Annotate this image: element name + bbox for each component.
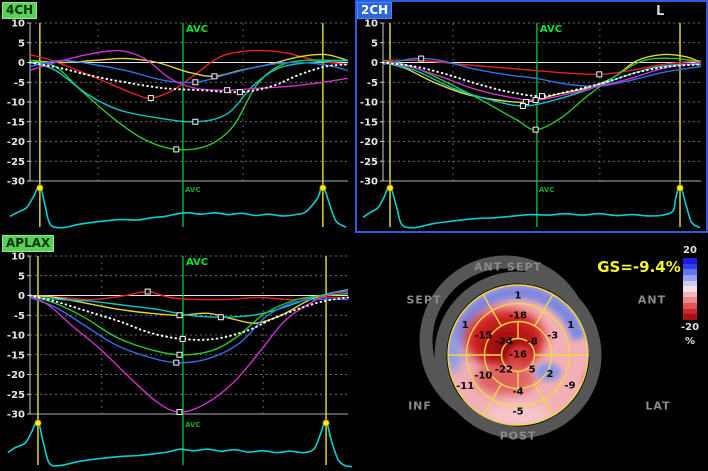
colorbar-step: [683, 258, 697, 264]
svg-text:-30: -30: [360, 177, 378, 188]
colorbar-step: [683, 280, 697, 287]
strain-chart-2ch: 10 5 0 -5 -10 -15 -20 -25 -30 AVC AVC: [355, 0, 708, 233]
colorbar-step: [683, 314, 697, 321]
image-orientation-label: L: [656, 4, 665, 19]
svg-text:-11: -11: [456, 381, 474, 392]
panel-label-4ch: 4CH: [2, 2, 38, 19]
svg-text:1: 1: [515, 291, 522, 302]
colorbar-min-label: -20: [680, 322, 700, 333]
bullseye-label-post: POST: [499, 429, 537, 443]
colorbar-step: [683, 291, 697, 298]
svg-text:-10: -10: [7, 331, 25, 342]
bullseye-label-ant: ANT: [637, 293, 667, 307]
svg-text:-4: -4: [512, 387, 523, 398]
svg-text:-15: -15: [7, 117, 25, 128]
svg-text:-5: -5: [367, 78, 378, 89]
bullseye-label-inf: INF: [408, 399, 432, 413]
svg-text:-10: -10: [360, 98, 378, 109]
svg-text:5: 5: [529, 365, 536, 376]
svg-text:2: 2: [547, 369, 554, 380]
svg-text:-3: -3: [547, 331, 558, 342]
colorbar-max-label: 20: [683, 245, 697, 256]
svg-text:10: 10: [11, 252, 25, 263]
svg-text:-25: -25: [7, 157, 25, 168]
svg-text:-22: -22: [495, 365, 513, 376]
svg-text:-10: -10: [7, 98, 25, 109]
svg-text:10: 10: [364, 19, 378, 30]
colorbar-step: [683, 286, 697, 292]
svg-text:-30: -30: [7, 177, 25, 188]
svg-text:-15: -15: [360, 117, 378, 128]
svg-text:-20: -20: [7, 370, 25, 381]
svg-text:-20: -20: [7, 137, 25, 148]
bullseye-label-ant-sept: ANT SEPT: [473, 260, 543, 274]
global-strain-value: GS=-9.4%: [597, 258, 681, 276]
svg-text:AVC: AVC: [185, 186, 201, 194]
bullseye-label-sept: SEPT: [406, 293, 442, 307]
svg-text:-15: -15: [7, 350, 25, 361]
colorbar-unit-label: %: [684, 336, 696, 347]
colorbar-step: [683, 297, 697, 304]
bullseye-plot: 1 1 1 -11 -5 -9 -18 -15 -3 -10 -4 2 -24 -8 -22 5-16: [419, 255, 602, 439]
svg-text:AVC: AVC: [540, 24, 562, 35]
svg-text:-8: -8: [527, 336, 538, 347]
svg-text:-24: -24: [495, 336, 513, 347]
svg-text:10: 10: [11, 19, 25, 30]
colorbar-step: [683, 303, 697, 309]
svg-text:1: 1: [462, 320, 469, 331]
svg-text:-16: -16: [509, 350, 527, 361]
strain-chart-4ch: 10 5 0 -5 -10 -15 -20 -25 -30 AVC AVC: [7, 19, 349, 229]
panel-label-2ch: 2CH: [357, 2, 393, 19]
bullseye-label-lat: LAT: [645, 399, 671, 413]
colorbar-step: [683, 274, 697, 281]
svg-text:0: 0: [18, 58, 25, 69]
svg-text:-9: -9: [564, 381, 575, 392]
svg-text:AVC: AVC: [185, 421, 201, 429]
svg-text:-15: -15: [474, 331, 492, 342]
svg-text:-20: -20: [360, 137, 378, 148]
svg-text:-10: -10: [474, 371, 492, 382]
svg-text:-5: -5: [14, 311, 25, 322]
svg-text:AVC: AVC: [186, 257, 208, 268]
svg-text:1: 1: [567, 320, 574, 331]
svg-text:AVC: AVC: [186, 24, 208, 35]
colorbar-step: [683, 269, 697, 275]
svg-text:-30: -30: [7, 410, 25, 421]
svg-text:AVC: AVC: [539, 186, 555, 194]
colorbar-step: [683, 308, 697, 315]
svg-text:-5: -5: [512, 407, 523, 418]
svg-text:5: 5: [18, 271, 25, 282]
strain-chart-aplax: 10 5 0 -5 -10 -15 -20 -25 -30 AVC AVC: [7, 252, 353, 468]
svg-text:0: 0: [371, 58, 378, 69]
svg-text:5: 5: [18, 38, 25, 49]
svg-text:5: 5: [371, 38, 378, 49]
strain-colorbar: [683, 258, 697, 321]
svg-text:0: 0: [18, 291, 25, 302]
colorbar-step: [683, 263, 697, 270]
panel-label-aplax: APLAX: [2, 235, 55, 252]
svg-text:-25: -25: [360, 157, 378, 168]
svg-text:-5: -5: [14, 78, 25, 89]
svg-text:-18: -18: [509, 311, 527, 322]
svg-text:-25: -25: [7, 390, 25, 401]
